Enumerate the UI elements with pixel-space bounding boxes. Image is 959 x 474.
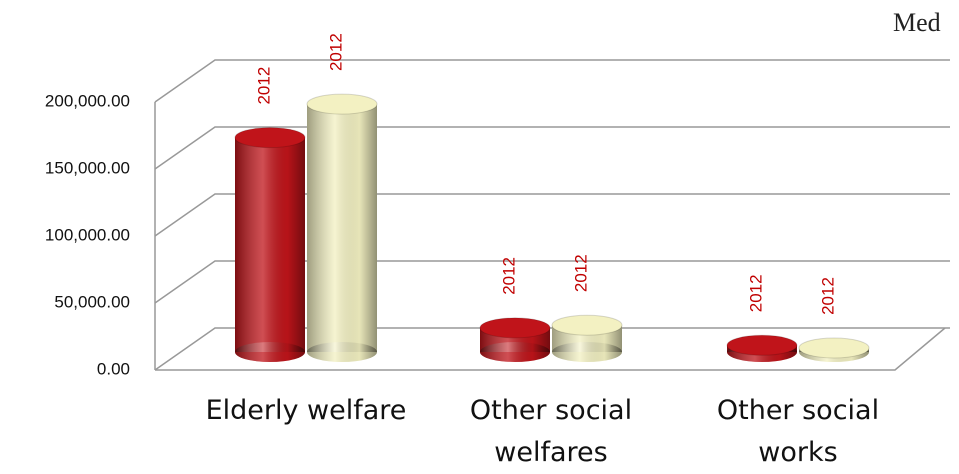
grid-line — [154, 193, 950, 237]
bar-top — [306, 93, 378, 115]
grid-line — [154, 126, 950, 170]
grid-line — [154, 260, 950, 304]
bar-top — [798, 337, 870, 359]
y-tick-label: 100,000.00 — [45, 225, 130, 244]
bar-body-shade — [235, 137, 305, 352]
y-tick-label: 0.00 — [97, 359, 130, 378]
x-tick-label: Elderly welfare — [205, 395, 407, 426]
data-label: 2012 — [818, 277, 837, 315]
data-label: 2012 — [746, 274, 765, 312]
bar-top — [479, 317, 551, 339]
bar — [234, 127, 306, 362]
floor-edge — [155, 327, 946, 371]
y-tick-label: 150,000.00 — [45, 158, 130, 177]
bar — [798, 337, 870, 362]
bar — [306, 93, 378, 362]
bar-top — [234, 127, 306, 149]
chart-title: Med — [893, 8, 941, 37]
bar-top — [726, 334, 798, 356]
bar-top — [551, 314, 623, 336]
bar-body-shade — [307, 104, 377, 352]
x-tick-label: Other social welfares — [469, 395, 633, 468]
y-tick-label: 200,000.00 — [45, 91, 130, 110]
x-tick-label: Other social works — [716, 395, 880, 468]
grid-line — [154, 59, 950, 103]
data-label: 2012 — [326, 33, 345, 71]
y-tick-label: 50,000.00 — [54, 292, 130, 311]
data-label: 2012 — [571, 254, 590, 292]
bar — [726, 334, 798, 362]
bar — [479, 317, 551, 362]
data-label: 2012 — [254, 67, 273, 105]
grid-line — [154, 327, 950, 371]
data-label: 2012 — [499, 257, 518, 295]
bar — [551, 314, 623, 362]
